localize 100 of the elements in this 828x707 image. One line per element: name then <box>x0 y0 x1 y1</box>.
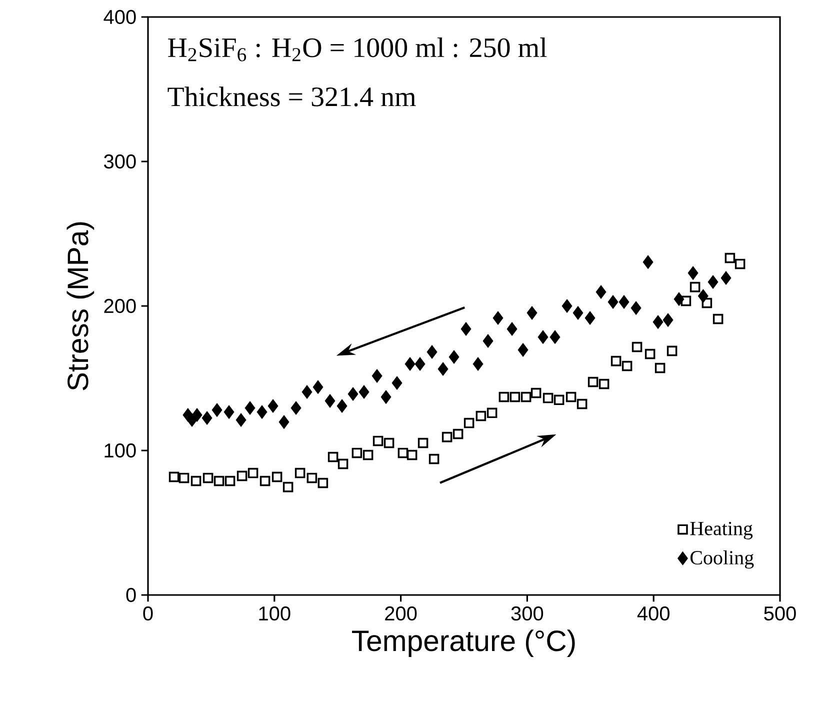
point <box>224 406 234 419</box>
point <box>438 362 448 376</box>
y-axis-title: Stress (MPa) <box>66 222 94 390</box>
point <box>554 394 564 406</box>
point <box>510 392 520 402</box>
point <box>506 322 518 336</box>
point <box>476 410 486 422</box>
y-tick-label: 0 <box>126 588 136 602</box>
point <box>448 350 460 364</box>
point <box>680 296 692 306</box>
point <box>654 362 666 374</box>
point <box>426 345 438 358</box>
point <box>202 472 214 484</box>
point <box>520 392 532 402</box>
point <box>734 258 746 270</box>
x-tick-label: 300 <box>511 606 544 621</box>
x-tick-label: 200 <box>385 606 417 621</box>
legend-label: Cooling <box>690 550 754 569</box>
point <box>268 400 278 412</box>
point <box>406 450 418 460</box>
point <box>278 416 290 429</box>
point <box>472 357 484 370</box>
point <box>712 314 724 324</box>
point <box>404 357 416 370</box>
y-tick-label: 200 <box>104 298 136 314</box>
point <box>608 295 618 308</box>
point <box>562 300 572 312</box>
legend-label: Heating <box>690 522 753 540</box>
point <box>260 476 270 486</box>
point <box>652 316 664 329</box>
point <box>588 376 598 388</box>
point <box>610 356 622 366</box>
point <box>486 408 498 418</box>
point <box>538 330 548 344</box>
point <box>236 470 248 482</box>
y-tick-label: 300 <box>104 154 136 169</box>
point <box>224 476 236 486</box>
point <box>214 476 224 486</box>
point <box>698 290 708 302</box>
point <box>306 472 318 484</box>
point <box>724 252 736 264</box>
point <box>352 448 362 458</box>
x-axis-title: Temperature (°C) <box>352 630 575 658</box>
point <box>398 448 408 458</box>
point <box>294 468 306 478</box>
point <box>372 436 384 446</box>
point <box>572 306 584 320</box>
point <box>248 468 258 478</box>
point <box>302 386 312 398</box>
point <box>414 357 426 370</box>
point <box>542 392 554 404</box>
point <box>380 390 392 404</box>
point <box>392 376 402 390</box>
point <box>630 302 642 314</box>
point <box>618 295 630 308</box>
point <box>384 438 394 448</box>
point <box>372 369 382 382</box>
point <box>272 472 282 482</box>
point <box>492 312 504 324</box>
point <box>256 406 268 419</box>
point <box>358 386 370 398</box>
point <box>708 276 718 288</box>
point <box>566 392 576 402</box>
point <box>362 450 374 460</box>
point <box>290 402 302 414</box>
point <box>584 312 596 324</box>
y-tick-label: 400 <box>104 10 136 24</box>
y-tick-label: 100 <box>104 443 136 458</box>
point <box>518 343 528 356</box>
point <box>336 400 348 412</box>
annotation: Thickness = 321.4 nm <box>168 86 416 106</box>
point <box>282 482 294 492</box>
point <box>690 282 700 292</box>
point <box>318 478 328 488</box>
x-tick-label: 100 <box>259 606 290 621</box>
point <box>720 271 732 284</box>
point <box>632 342 642 352</box>
point <box>190 476 202 486</box>
point <box>526 306 538 320</box>
point <box>460 322 472 336</box>
point <box>674 292 684 306</box>
point <box>418 438 428 448</box>
point <box>688 266 698 280</box>
point <box>442 432 452 442</box>
point <box>576 398 588 410</box>
point <box>312 380 324 394</box>
point <box>598 378 610 390</box>
point <box>644 348 656 360</box>
point <box>236 414 246 426</box>
point <box>202 412 212 424</box>
x-tick-label: 500 <box>764 606 796 621</box>
point <box>702 298 712 308</box>
point <box>464 418 474 428</box>
point <box>596 286 606 298</box>
x-tick-label: 0 <box>143 606 153 621</box>
x-tick-label: 400 <box>637 606 670 621</box>
point <box>244 402 256 414</box>
annotation: H$_{2}$SiF$_{6}$ : H$_{2}$O = 1000 ml : 250 ml <box>168 38 547 62</box>
point <box>550 330 560 344</box>
point <box>622 360 632 372</box>
